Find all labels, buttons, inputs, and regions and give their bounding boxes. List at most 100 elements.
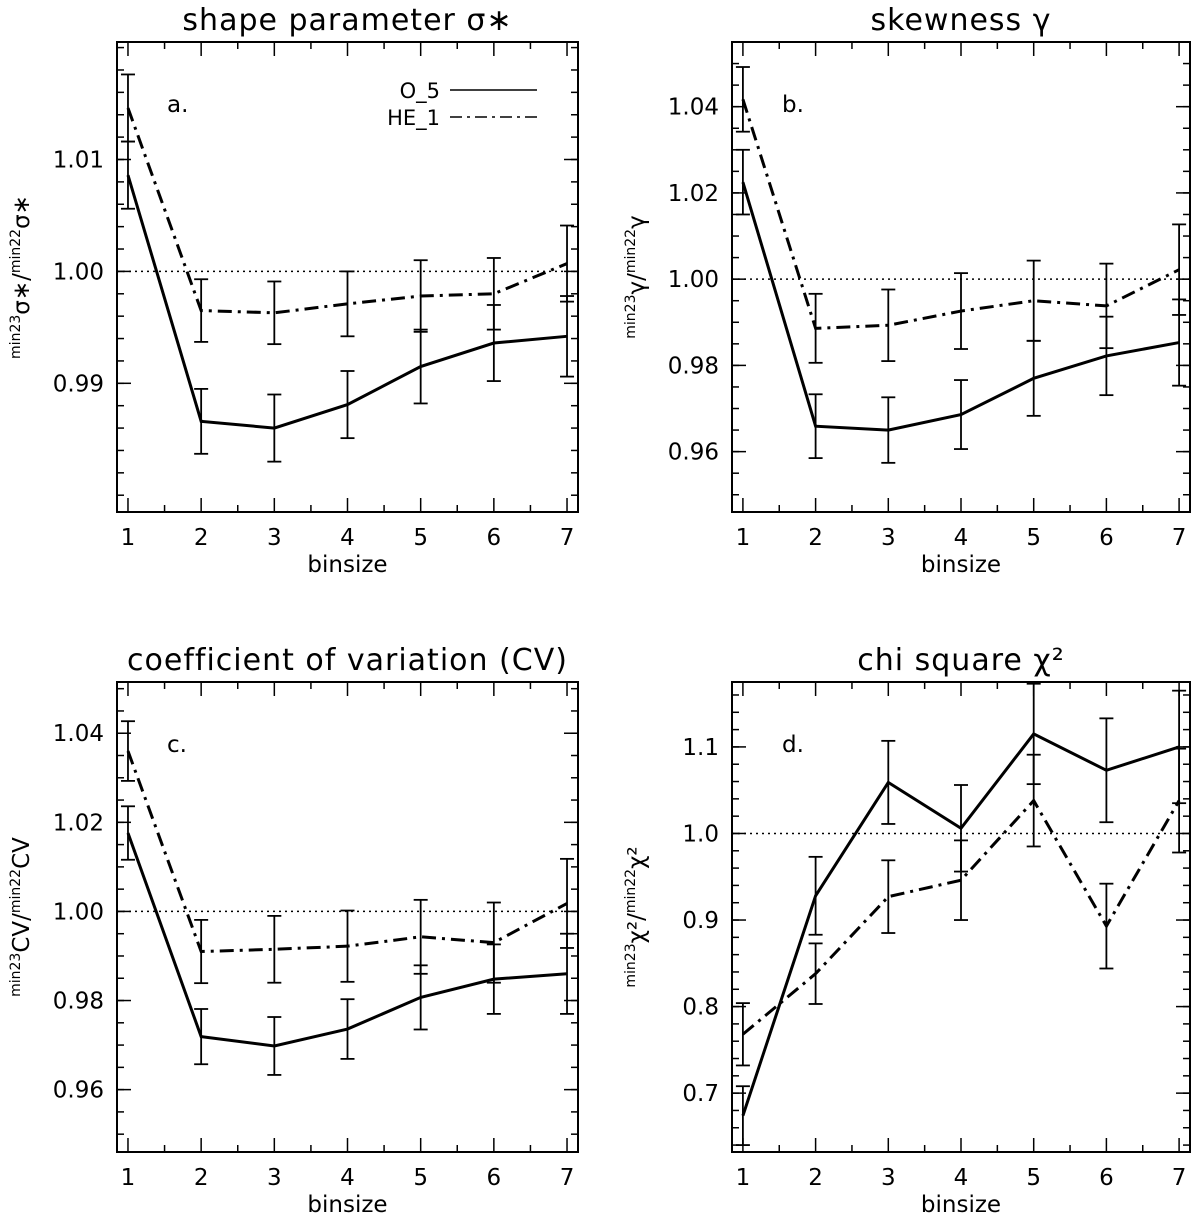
error-bar	[1099, 717, 1114, 824]
y-axis-label: min23CV/min22CV	[8, 837, 35, 997]
error-bar	[954, 272, 968, 350]
x-tick-label: 4	[954, 1165, 969, 1191]
x-tick-label: 2	[194, 1165, 209, 1191]
x-tick-label: 6	[487, 1165, 502, 1191]
y-axis-label-part: min23	[623, 295, 639, 339]
panel-b: skewness γ 1 2 3 4 5 6 7 binsize 0.96 0.98 1.00 1.02…	[623, 3, 1191, 578]
chart-title: shape parameter σ∗	[182, 3, 512, 38]
error-bar	[1026, 259, 1041, 342]
error-bar	[194, 388, 209, 455]
y-axis-label-part: min22	[623, 869, 639, 913]
error-bar	[808, 855, 823, 936]
x-tick-label: 2	[808, 525, 823, 551]
chart-title: chi square χ²	[857, 643, 1064, 678]
x-tick-label: 3	[881, 525, 896, 551]
x-tick-label: 5	[413, 1165, 428, 1191]
y-tick-label: 0.99	[53, 371, 104, 397]
x-tick-label: 5	[1026, 1165, 1041, 1191]
y-tick-label: 0.8	[682, 995, 719, 1021]
error-bar	[486, 257, 501, 331]
y-axis-label-part: /	[9, 913, 35, 921]
y-axis-label-part: min23	[623, 943, 639, 987]
y-axis-label-part: χ²	[624, 846, 650, 869]
error-bar	[560, 224, 575, 303]
y-tick-label: 0.98	[53, 989, 104, 1015]
y-axis-label-part: /	[624, 913, 650, 921]
y-tick-label: 1.00	[668, 267, 719, 293]
y-tick-label: 0.98	[668, 353, 719, 379]
y-axis-label-part: min22	[623, 229, 639, 273]
x-tick-label: 3	[881, 1165, 896, 1191]
y-axis-label-part: CV	[9, 921, 35, 953]
y-axis-label-part: min23	[8, 315, 24, 359]
y-tick-label: 1.04	[53, 721, 104, 747]
error-bar	[560, 857, 575, 949]
y-axis-label-part: min22	[8, 869, 24, 913]
error-bar	[881, 859, 896, 934]
x-tick-label: 1	[121, 525, 136, 551]
y-axis-label-part: /	[9, 273, 35, 281]
y-axis-label-part: /	[624, 273, 650, 281]
error-bar	[808, 942, 823, 1005]
chart-title: coefficient of variation (CV)	[127, 643, 568, 678]
error-bar	[120, 720, 135, 782]
panel-label: a.	[167, 92, 188, 118]
error-bar	[120, 73, 135, 143]
x-tick-label: 4	[954, 525, 969, 551]
y-tick-label: 0.96	[668, 440, 719, 466]
x-tick-label: 5	[413, 525, 428, 551]
x-tick-label: 3	[267, 1165, 282, 1191]
x-axis-label: binsize	[921, 1192, 1001, 1218]
error-bar	[194, 278, 209, 343]
y-axis-label-part: γ	[624, 215, 650, 229]
y-tick-label: 1.04	[668, 95, 719, 121]
error-bar	[735, 1002, 750, 1067]
x-tick-label: 4	[340, 1165, 355, 1191]
y-tick-label: 1.02	[53, 810, 104, 836]
error-bar	[735, 1085, 750, 1146]
y-axis-label: min23γ/min22γ	[623, 215, 650, 338]
y-tick-label: 0.96	[53, 1078, 104, 1104]
error-bar	[881, 396, 896, 464]
error-bar	[735, 66, 750, 133]
y-axis-label-part: CV	[9, 837, 35, 869]
error-bar	[413, 259, 428, 333]
y-tick-label: 0.7	[682, 1081, 719, 1107]
x-tick-label: 3	[267, 525, 282, 551]
x-tick-label: 2	[194, 525, 209, 551]
x-tick-label: 7	[1172, 1165, 1187, 1191]
x-tick-label: 6	[487, 525, 502, 551]
panel-label: d.	[782, 732, 804, 758]
error-bar	[881, 288, 896, 362]
x-tick-label: 1	[121, 1165, 136, 1191]
error-bar	[340, 270, 355, 338]
y-axis-label-part: γ	[624, 281, 650, 295]
error-bar	[486, 901, 501, 984]
legend-label-o_5: O_5	[400, 79, 440, 104]
panel-label: c.	[167, 732, 187, 758]
y-tick-label: 1.1	[682, 735, 719, 761]
error-bar	[194, 1008, 209, 1066]
x-tick-label: 7	[560, 1165, 575, 1191]
x-tick-label: 1	[736, 1165, 751, 1191]
panel-a: shape parameter σ∗ 1 2 3 4 5 6 7 binsize 0.99 1.00…	[8, 3, 579, 578]
error-bar	[340, 909, 355, 983]
error-bar	[120, 805, 135, 861]
error-bar	[413, 898, 428, 975]
y-tick-label: 1.00	[53, 899, 104, 925]
y-axis-label: min23χ²/min22χ²	[623, 846, 650, 987]
y-tick-label: 1.02	[668, 181, 719, 207]
legend-label-he_1: HE_1	[387, 106, 440, 131]
panel-label: b.	[782, 92, 804, 118]
error-bar	[1099, 262, 1114, 350]
panel-c: coefficient of variation (CV) 1 2 3 4 5 6 7 bins…	[8, 643, 579, 1218]
x-tick-label: 4	[340, 525, 355, 551]
error-bar	[267, 280, 282, 346]
y-axis-label-part: min22	[8, 229, 24, 273]
x-tick-label: 6	[1099, 525, 1114, 551]
panel-d: chi square χ² 1 2 3 4 5 6 7 binsize 0.7 0.8 0.9 1.0 1…	[623, 643, 1191, 1218]
x-tick-label: 5	[1026, 525, 1041, 551]
y-tick-label: 0.9	[682, 908, 719, 934]
error-bar	[267, 393, 282, 463]
